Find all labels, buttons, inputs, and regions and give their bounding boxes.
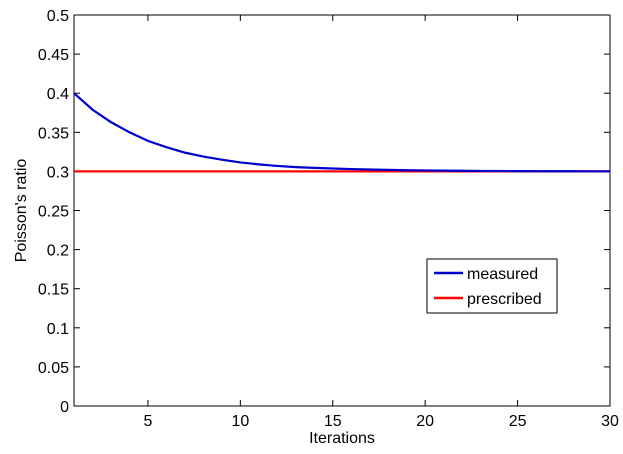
legend-box (426, 258, 558, 314)
y-tick-label: 0.05 (38, 360, 69, 377)
plot-area (73, 14, 611, 407)
x-tick-label: 20 (416, 413, 434, 430)
y-tick-label: 0.2 (47, 243, 69, 260)
x-axis-label: Iterations (309, 430, 375, 447)
y-tick-label: 0.15 (38, 282, 69, 299)
y-tick-label: 0.1 (47, 321, 69, 338)
x-tick-label: 15 (324, 413, 342, 430)
x-tick-label: 25 (509, 413, 527, 430)
y-axis-label: Poisson's ratio (13, 159, 30, 263)
y-tick-label: 0.45 (38, 47, 69, 64)
x-tick-label: 30 (601, 413, 619, 430)
y-tick-label: 0.25 (38, 204, 69, 221)
y-tick-label: 0.5 (47, 8, 69, 25)
x-tick-label: 10 (231, 413, 249, 430)
series-line-measured (73, 92, 610, 173)
x-tick-label: 5 (143, 413, 152, 430)
y-tick-label: 0.4 (47, 86, 69, 103)
series-layer (73, 92, 610, 173)
y-axis-ticks: 0 0.05 0.1 0.15 0.2 0.25 0.3 0.35 0.4 0.45 0.5 (38, 8, 610, 416)
legend-label-prescribed: prescribed (467, 291, 542, 308)
legend: measured prescribed (426, 258, 558, 314)
x-axis-ticks: 5 10 15 20 25 30 (143, 15, 619, 430)
y-tick-label: 0.3 (47, 164, 69, 181)
y-tick-label: 0.35 (38, 125, 69, 142)
y-tick-label: 0 (60, 399, 69, 416)
legend-label-measured: measured (467, 266, 538, 283)
